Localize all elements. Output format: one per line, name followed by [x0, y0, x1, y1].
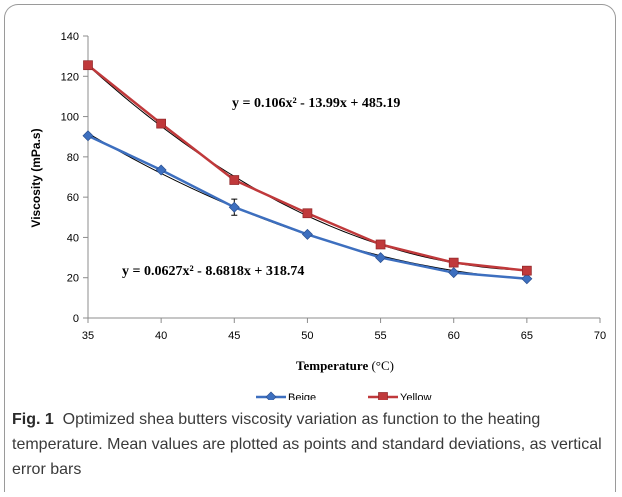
caption-text: Optimized shea butters viscosity variati…	[12, 411, 602, 478]
x-tick-label: 60	[448, 330, 460, 342]
x-tick-label: 70	[594, 330, 606, 342]
equation-yellow: y = 0.106x² - 13.99x + 485.19	[232, 96, 400, 111]
legend-marker-yellow	[378, 392, 388, 400]
data-point-beige	[301, 228, 313, 240]
data-point-yellow	[302, 208, 313, 219]
data-point-yellow	[83, 60, 93, 71]
legend-label-beige: Beige	[288, 392, 316, 400]
x-axis-title: Temperature (°C)	[296, 358, 394, 373]
data-point-beige	[375, 252, 387, 264]
chart-legend: Beige Yellow	[256, 391, 431, 400]
data-point-yellow	[448, 257, 459, 268]
y-tick-label: 140	[61, 31, 79, 43]
y-tick-label: 80	[67, 152, 79, 164]
y-tick-label: 60	[67, 192, 79, 204]
equation-beige: y = 0.0627x² - 8.6818x + 318.74	[122, 264, 304, 279]
x-axis-title-bold: Temperature	[296, 358, 368, 373]
data-point-yellow	[375, 239, 386, 250]
y-tick-label: 0	[73, 313, 79, 325]
data-point-yellow	[229, 175, 240, 185]
series-group	[82, 60, 533, 285]
chart-axes: 0 20 40 60 80 100 120 140 35 40 45 50 55 60 65 70	[61, 31, 606, 342]
data-point-beige	[82, 130, 94, 142]
y-axis-title: Viscosity (mPa.s)	[29, 128, 43, 227]
data-point-beige	[521, 273, 533, 285]
x-tick-label: 35	[82, 330, 94, 342]
data-point-yellow	[522, 265, 532, 276]
y-tick-label: 100	[61, 112, 79, 124]
figure-frame	[4, 4, 616, 492]
y-tick-label: 20	[67, 273, 79, 285]
data-point-beige	[228, 201, 240, 213]
y-tick-label: 120	[61, 71, 79, 83]
x-axis-title-unit: (°C)	[368, 358, 394, 373]
data-point-yellow	[156, 118, 166, 129]
x-tick-label: 65	[521, 330, 533, 342]
x-tick-label: 55	[374, 330, 386, 342]
x-tick-label: 45	[228, 330, 240, 342]
trendline-beige	[87, 132, 527, 280]
viscosity-chart: 0 20 40 60 80 100 120 140 35 40 45 50 55 60 65 70 Visco…	[29, 31, 606, 400]
y-tick-label: 40	[67, 232, 79, 244]
x-tick-label: 50	[301, 330, 313, 342]
figure-caption: Fig. 1 Optimized shea butters viscosity …	[12, 407, 612, 482]
legend-label-yellow: Yellow	[400, 392, 431, 400]
x-tick-label: 40	[155, 330, 167, 342]
data-point-beige	[448, 267, 460, 279]
series-line-beige	[87, 134, 527, 280]
legend-marker-beige	[265, 391, 277, 400]
data-point-beige	[155, 164, 167, 176]
caption-label: Fig. 1	[12, 411, 54, 428]
